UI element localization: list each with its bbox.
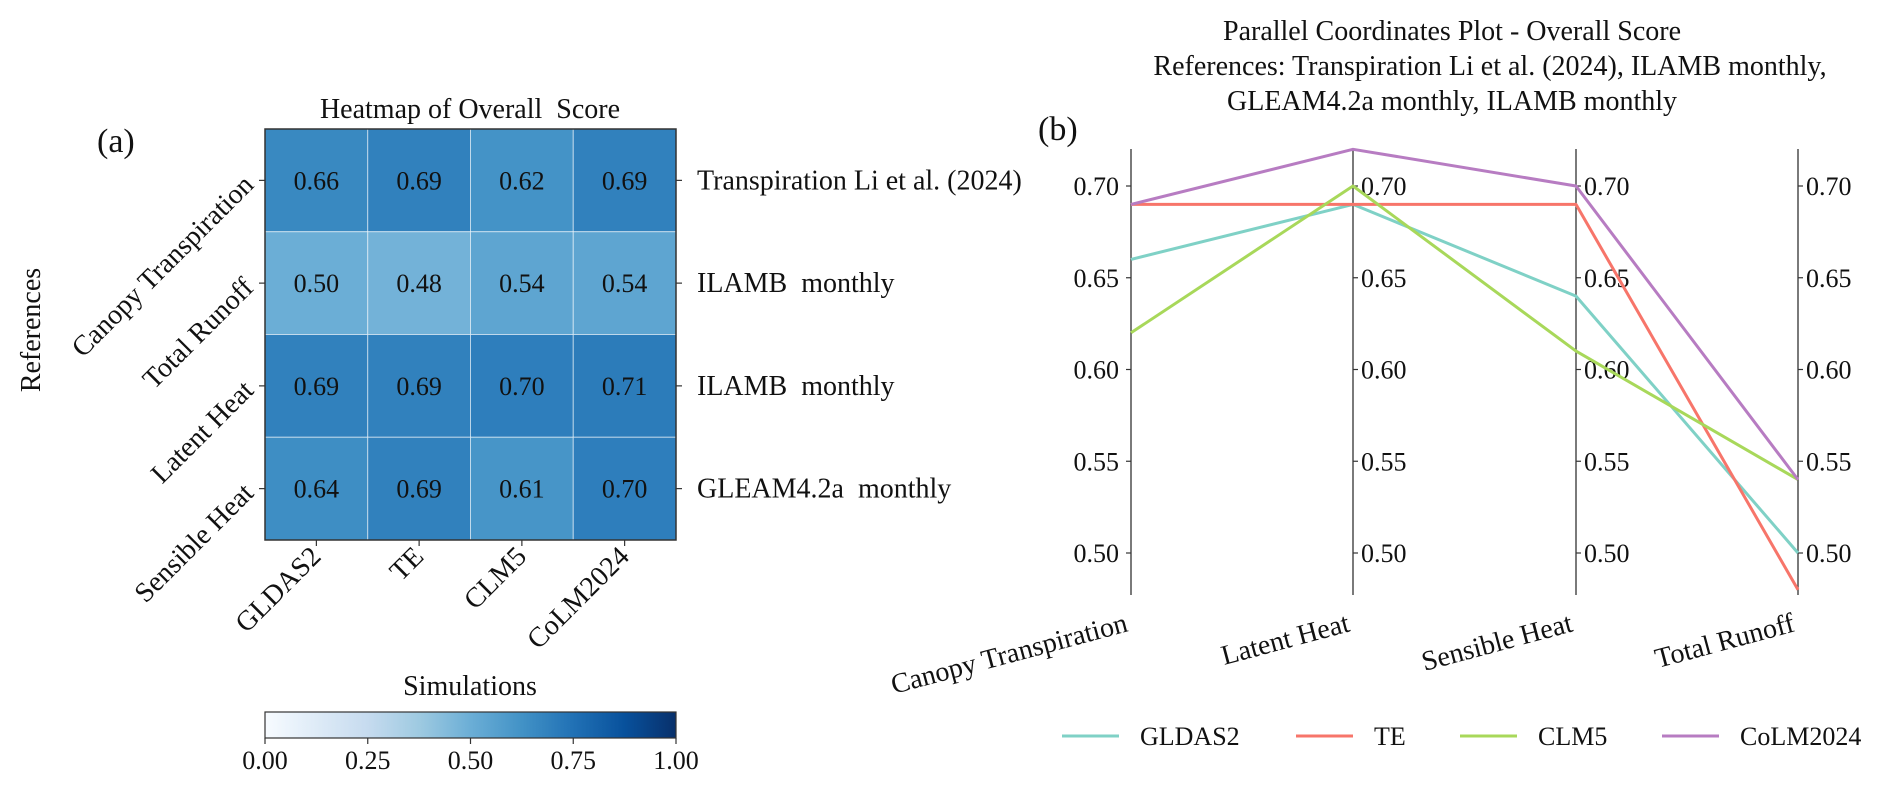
y-tick-label: 0.55 bbox=[1361, 447, 1407, 476]
reference-label: Transpiration Li et al. (2024) bbox=[697, 165, 1022, 196]
series-line-clm5 bbox=[1130, 184, 1799, 481]
y-tick-label: 0.60 bbox=[1074, 356, 1120, 385]
colorbar-tick-label: 1.00 bbox=[653, 746, 699, 775]
y-tick-label: 0.55 bbox=[1584, 447, 1630, 476]
reference-label: ILAMB monthly bbox=[697, 371, 895, 402]
parallel-title-line-1: Parallel Coordinates Plot - Overall Scor… bbox=[1223, 16, 1681, 47]
heatmap-cell bbox=[264, 436, 369, 541]
heatmap-cell bbox=[470, 436, 574, 541]
heatmap-grid: 0.66 0.69 0.62 0.69 0.50 0.48 0.54 0.54 0.69 0.69… bbox=[264, 128, 677, 541]
x-tick-label: CoLM2024 bbox=[521, 541, 635, 655]
heatmap-cell bbox=[367, 334, 471, 438]
y-tick-label: 0.50 bbox=[1584, 539, 1630, 568]
series-line-colm2024 bbox=[1130, 147, 1800, 481]
colorbar bbox=[264, 711, 677, 739]
legend-item: GLDAS2 bbox=[1062, 722, 1240, 751]
heatmap-cell-value: 0.50 bbox=[294, 269, 340, 298]
heatmap-title: Heatmap of Overall Score bbox=[320, 94, 620, 125]
heatmap-xlabel: Simulations bbox=[403, 671, 537, 702]
legend-label: TE bbox=[1374, 722, 1406, 751]
y-tick-label: Canopy Transpiration bbox=[66, 169, 260, 363]
x-tick-label: CLM5 bbox=[458, 541, 533, 616]
heatmap-cell-value: 0.66 bbox=[294, 166, 340, 195]
y-tick-label: 0.65 bbox=[1361, 264, 1407, 293]
heatmap-cell-value: 0.64 bbox=[294, 475, 340, 504]
x-tick-label: GLDAS2 bbox=[230, 541, 328, 639]
colorbar-tick-label: 0.25 bbox=[345, 746, 391, 775]
parallel-lines bbox=[1130, 147, 1800, 591]
heatmap-cell bbox=[367, 128, 471, 233]
heatmap-cell-value: 0.69 bbox=[602, 166, 648, 195]
legend-label: CoLM2024 bbox=[1740, 722, 1861, 751]
y-tick-label: 0.50 bbox=[1806, 539, 1852, 568]
heatmap-cell bbox=[572, 128, 677, 233]
heatmap-cell bbox=[367, 231, 471, 335]
y-tick-label: 0.65 bbox=[1584, 264, 1630, 293]
parallel-axis-label: Latent Heat bbox=[1218, 608, 1353, 672]
heatmap-cell bbox=[572, 334, 677, 438]
reference-label: ILAMB monthly bbox=[697, 268, 895, 299]
y-tick-label: 0.65 bbox=[1074, 264, 1120, 293]
heatmap-cell-value: 0.70 bbox=[602, 475, 648, 504]
heatmap-right-labels: Transpiration Li et al. (2024) ILAMB mont… bbox=[676, 165, 1022, 505]
y-tick-label: 0.60 bbox=[1806, 356, 1852, 385]
heatmap-cell-value: 0.69 bbox=[396, 475, 442, 504]
legend-item: TE bbox=[1296, 722, 1406, 751]
heatmap-cell-value: 0.61 bbox=[499, 475, 545, 504]
heatmap-cell-value: 0.54 bbox=[602, 269, 648, 298]
reference-label: GLEAM4.2a monthly bbox=[697, 474, 951, 505]
y-tick-label: 0.70 bbox=[1584, 172, 1630, 201]
panel-label-a: (a) bbox=[97, 123, 135, 160]
colorbar-tick-label: 0.50 bbox=[448, 746, 494, 775]
colorbar-tick-label: 0.00 bbox=[242, 746, 288, 775]
heatmap-cell bbox=[264, 231, 369, 335]
heatmap-cell-value: 0.62 bbox=[499, 166, 545, 195]
y-tick-label: 0.70 bbox=[1074, 172, 1120, 201]
heatmap-cell-value: 0.69 bbox=[396, 166, 442, 195]
parallel-axis-label: Sensible Heat bbox=[1418, 608, 1576, 678]
parallel-title-line-3: GLEAM4.2a monthly, ILAMB monthly bbox=[1227, 86, 1677, 117]
parallel-axes: 0.50 0.55 0.60 0.65 0.70 Canopy Transpiration… bbox=[888, 149, 1852, 701]
heatmap-cell-value: 0.69 bbox=[294, 372, 340, 401]
y-tick-label: 0.50 bbox=[1074, 539, 1120, 568]
legend-label: GLDAS2 bbox=[1140, 722, 1240, 751]
y-tick-label: 0.50 bbox=[1361, 539, 1407, 568]
heatmap-frame bbox=[264, 128, 677, 541]
y-tick-label: 0.70 bbox=[1806, 172, 1852, 201]
legend-item: CLM5 bbox=[1460, 722, 1607, 751]
heatmap-cell-value: 0.71 bbox=[602, 372, 648, 401]
y-tick-label: 0.60 bbox=[1361, 356, 1407, 385]
parallel-title-line-2: References: Transpiration Li et al. (202… bbox=[1153, 51, 1826, 82]
legend-label: CLM5 bbox=[1538, 722, 1607, 751]
legend: GLDAS2 TE CLM5 CoLM2024 bbox=[1062, 722, 1861, 751]
heatmap-cell bbox=[572, 231, 677, 335]
panel-label-b: (b) bbox=[1038, 111, 1078, 148]
parallel-axis-label: Total Runoff bbox=[1652, 608, 1799, 675]
series-line-gldas2 bbox=[1130, 202, 1800, 554]
heatmap-cell bbox=[572, 436, 677, 541]
heatmap-cell-value: 0.69 bbox=[396, 372, 442, 401]
y-tick-label: 0.55 bbox=[1806, 447, 1852, 476]
colorbar-ticks: 0.00 0.25 0.50 0.75 1.00 bbox=[242, 738, 699, 775]
y-tick-label: Latent Heat bbox=[145, 375, 260, 490]
colorbar-tick-label: 0.75 bbox=[551, 746, 597, 775]
heatmap-ylabel: References bbox=[16, 268, 47, 392]
legend-item: CoLM2024 bbox=[1662, 722, 1861, 751]
x-tick-label: TE bbox=[384, 541, 430, 587]
y-tick-label: 0.65 bbox=[1806, 264, 1852, 293]
parallel-axis-label: Canopy Transpiration bbox=[888, 608, 1131, 701]
heatmap-cell bbox=[367, 436, 471, 541]
heatmap-cell-value: 0.48 bbox=[396, 269, 442, 298]
heatmap-cell-value: 0.54 bbox=[499, 269, 545, 298]
y-tick-label: Sensible Heat bbox=[129, 478, 260, 609]
heatmap-cell-value: 0.70 bbox=[499, 372, 545, 401]
y-tick-label: 0.55 bbox=[1074, 447, 1120, 476]
heatmap-cell bbox=[264, 128, 369, 233]
series-line-te bbox=[1131, 202, 1800, 591]
